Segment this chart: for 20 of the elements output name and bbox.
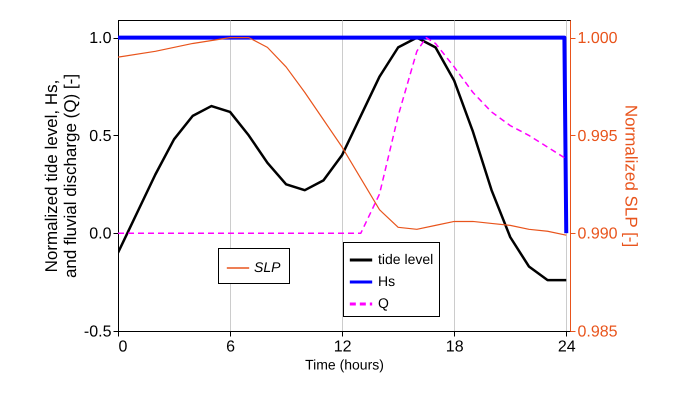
x-tick-label: 0 [118, 338, 128, 356]
y2-tick-label: 0.985 [578, 324, 618, 340]
y-tick-label: 0.0 [89, 226, 112, 243]
y2-tick-label: 0.995 [578, 128, 618, 145]
legend-label: SLP [254, 259, 282, 275]
x-axis-title: Time (hours) [305, 356, 384, 372]
x-tick-label: 6 [226, 338, 236, 356]
legend-label: Hs [378, 273, 396, 289]
x-tick-label: 24 [558, 338, 576, 356]
y-tick-label: 1.0 [89, 30, 112, 48]
legend-label: Q [378, 295, 389, 311]
y2-tick-label: 1.000 [578, 30, 618, 48]
y-tick-label: 0.5 [89, 128, 112, 145]
y2-axis-title: Normalized SLP [-] [622, 104, 641, 248]
y2-tick-label: 0.990 [578, 226, 618, 243]
y-tick-label: -0.5 [84, 324, 112, 340]
y-axis-title: Normalized tide level, Hs, and fluvial discharge (Q) [-] [42, 74, 80, 278]
legend-label: tide level [378, 251, 434, 267]
x-tick-label: 18 [446, 338, 464, 356]
x-tick-label: 12 [334, 338, 352, 356]
